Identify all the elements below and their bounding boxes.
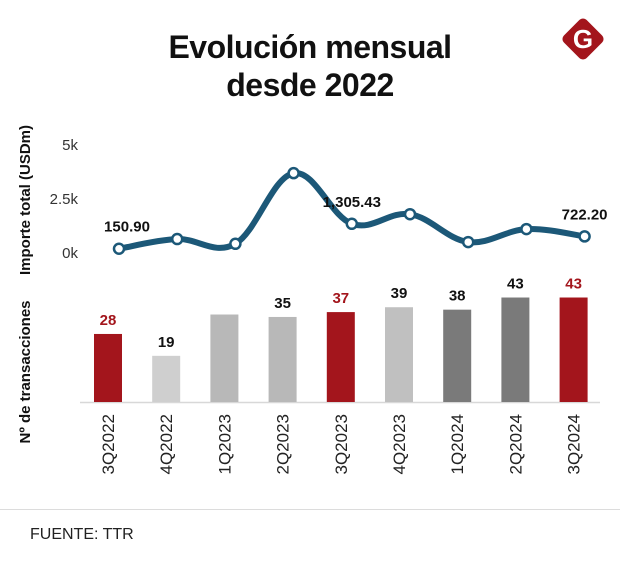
x-tick-label: 4Q2023 (390, 414, 409, 475)
bar-3Q2022 (94, 333, 122, 402)
x-tick-label: 1Q2024 (448, 414, 467, 475)
line-point-1Q2023 (229, 237, 242, 251)
bar-2Q2023 (268, 316, 297, 402)
bar-chart: Nº de transacciones 28 3Q2022 19 4Q2022 1Q202… (17, 276, 600, 475)
line-point-4Q2023 (403, 207, 417, 221)
chart-title-line-2: desde 2022 (226, 67, 394, 103)
line-data-label: 150.90 (104, 219, 150, 236)
bar-2Q2024 (501, 297, 530, 402)
logo-letter: G (573, 24, 593, 54)
bar-y-axis-title: Nº de transacciones (17, 300, 34, 443)
x-tick-label: 2Q2023 (274, 414, 293, 475)
line-y-tick-label: 0k (62, 245, 78, 262)
bar-4Q2022 (152, 355, 181, 402)
logo-diamond (562, 18, 604, 60)
chart-area: Importe total (USDm) 0k 2.5k 5k 150.90 1,305.… (17, 125, 608, 475)
bar-value-label: 39 (391, 285, 408, 302)
bar-3Q2023 (326, 312, 355, 402)
bar-value-label: 35 (274, 295, 291, 312)
bar-3Q2024 (559, 297, 588, 402)
footer-divider (0, 509, 620, 510)
line-point-3Q2024 (578, 230, 591, 243)
x-tick-label: 1Q2023 (215, 414, 234, 475)
x-tick-label: 3Q2023 (332, 414, 351, 475)
x-tick-label: 4Q2022 (157, 414, 176, 475)
line-y-tick-label: 5k (62, 137, 78, 154)
chart-title-line-1: Evolución mensual (168, 29, 452, 65)
bar-value-label: 37 (332, 290, 349, 307)
line-point-4Q2022 (170, 232, 184, 246)
bar-1Q2024 (443, 309, 472, 402)
line-point-3Q2023 (345, 217, 359, 231)
source-note: FUENTE: TTR (30, 526, 134, 543)
line-chart: Importe total (USDm) 0k 2.5k 5k 150.90 1,305.… (17, 125, 608, 275)
line-series-path (116, 170, 588, 252)
line-point-2Q2024 (520, 222, 533, 236)
line-data-label: 1,305.43 (323, 194, 381, 211)
x-tick-label: 3Q2024 (565, 414, 584, 475)
x-tick-label: 2Q2024 (506, 414, 525, 475)
line-point-2Q2023 (287, 166, 300, 180)
line-data-label: 722.20 (562, 206, 608, 223)
x-tick-label: 3Q2022 (99, 414, 118, 475)
bar-4Q2023 (385, 307, 413, 402)
line-point-3Q2022 (112, 242, 126, 255)
bar-value-label: 28 (100, 312, 117, 329)
line-y-tick-label: 2.5k (50, 191, 79, 208)
bar-value-label: 43 (507, 276, 524, 293)
bar-value-label: 19 (158, 334, 175, 351)
chart-title: Evolución mensual desde 2022 (0, 28, 620, 104)
brand-logo: G (562, 18, 604, 60)
line-point-1Q2024 (461, 235, 475, 249)
bar-1Q2023 (210, 314, 239, 402)
bar-value-label: 43 (565, 276, 582, 293)
bar-value-label: 38 (449, 288, 466, 305)
line-y-axis-title: Importe total (USDm) (17, 125, 34, 275)
